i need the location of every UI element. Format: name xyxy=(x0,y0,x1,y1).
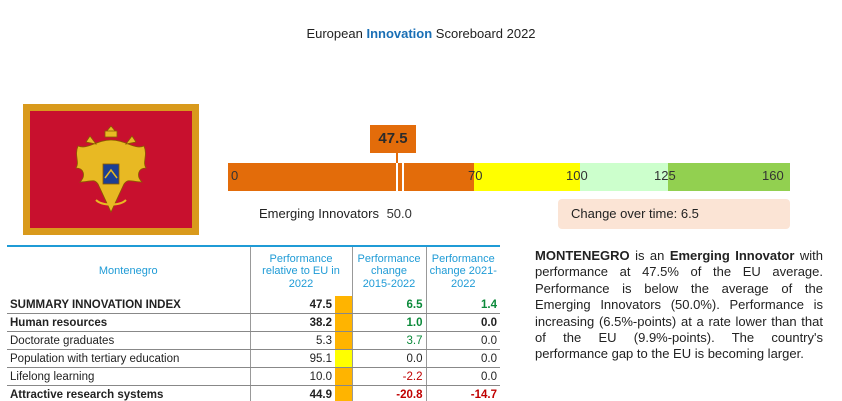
scale-label-125: 125 xyxy=(654,168,676,183)
score-badge: 47.5 xyxy=(370,125,416,153)
row-relative: 95.1 xyxy=(249,349,335,368)
row-relative: 38.2 xyxy=(249,313,335,332)
group-label: Emerging Innovators 50.0 xyxy=(259,206,412,221)
title-suffix: Scoreboard 2022 xyxy=(435,26,536,41)
coat-of-arms-icon xyxy=(75,125,147,213)
table-row: Lifelong learning 10.0 -2.2 0.0 xyxy=(7,367,500,386)
bar-segment-modest xyxy=(228,163,474,191)
scale-label-160: 160 xyxy=(762,168,784,183)
table-row: Attractive research systems 44.9 -20.8 -14.… xyxy=(7,385,500,401)
row-color-indicator xyxy=(335,385,352,401)
performance-table: Montenegro Performance relative to EU in… xyxy=(7,245,500,401)
score-marker xyxy=(396,163,398,191)
row-relative: 47.5 xyxy=(249,296,335,314)
table-country: Montenegro xyxy=(7,245,250,296)
score-pointer xyxy=(396,153,398,163)
page-title: European Innovation Scoreboard 2022 xyxy=(0,26,842,41)
header-change-2021: Performance change 2021-2022 xyxy=(425,245,500,296)
row-change-2015: 1.0 xyxy=(351,313,426,332)
row-color-fill xyxy=(335,368,352,385)
row-change-2015: -2.2 xyxy=(351,367,426,386)
row-change-2015: 0.0 xyxy=(351,349,426,368)
row-name: SUMMARY INNOVATION INDEX xyxy=(7,296,250,314)
country-description: MONTENEGRO is an Emerging Innovator with… xyxy=(535,248,823,363)
row-name: Population with tertiary education xyxy=(7,349,250,368)
row-change-2021: 0.0 xyxy=(425,331,500,350)
group-marker xyxy=(402,163,404,191)
table-row: SUMMARY INNOVATION INDEX 47.5 6.5 1.4 xyxy=(7,296,500,314)
row-color-fill xyxy=(335,386,352,401)
row-relative: 5.3 xyxy=(249,331,335,350)
row-name: Attractive research systems xyxy=(7,385,250,401)
table-row: Population with tertiary education 95.1 0.… xyxy=(7,349,500,368)
scale-label-70: 70 xyxy=(468,168,483,183)
header-change-2015: Performance change 2015-2022 xyxy=(351,245,426,296)
row-change-2015: 3.7 xyxy=(351,331,426,350)
row-name: Human resources xyxy=(7,313,250,332)
row-color-indicator xyxy=(335,349,352,368)
row-color-fill xyxy=(335,350,352,367)
row-color-indicator xyxy=(335,296,352,314)
row-change-2021: 0.0 xyxy=(425,313,500,332)
row-relative: 44.9 xyxy=(249,385,335,401)
scale-label-0: 0 xyxy=(231,168,239,183)
row-color-fill xyxy=(335,296,352,313)
desc-part2: with performance at 47.5% of the EU aver… xyxy=(535,248,823,362)
row-change-2015: -20.8 xyxy=(351,385,426,401)
row-relative: 10.0 xyxy=(249,367,335,386)
row-name: Doctorate graduates xyxy=(7,331,250,350)
group-value: 50.0 xyxy=(386,206,412,221)
desc-country: MONTENEGRO xyxy=(535,248,630,263)
desc-part1: is an xyxy=(629,248,670,263)
row-name: Lifelong learning xyxy=(7,367,250,386)
change-over-time-box: Change over time: 6.5 xyxy=(558,199,790,229)
bar-segment-moderate xyxy=(474,163,580,191)
montenegro-flag xyxy=(23,104,199,235)
scale-label-100: 100 xyxy=(566,168,588,183)
title-prefix: European xyxy=(306,26,363,41)
bar-segment-leader xyxy=(668,163,790,191)
title-highlight: Innovation xyxy=(366,26,433,41)
row-change-2015: 6.5 xyxy=(351,296,426,314)
row-change-2021: 1.4 xyxy=(425,296,500,314)
row-color-indicator xyxy=(335,313,352,332)
table-body: SUMMARY INNOVATION INDEX 47.5 6.5 1.4 Human … xyxy=(7,296,500,401)
row-color-fill xyxy=(335,314,352,331)
row-change-2021: -14.7 xyxy=(425,385,500,401)
desc-group: Emerging Innovator xyxy=(669,248,795,263)
bar-segment-strong xyxy=(580,163,668,191)
row-color-fill xyxy=(335,332,352,349)
row-change-2021: 0.0 xyxy=(425,367,500,386)
table-row: Doctorate graduates 5.3 3.7 0.0 xyxy=(7,331,500,350)
group-name: Emerging Innovators xyxy=(259,206,379,221)
row-color-indicator xyxy=(335,331,352,350)
row-color-indicator xyxy=(335,367,352,386)
header-relative: Performance relative to EU in 2022 xyxy=(249,245,352,296)
table-row: Human resources 38.2 1.0 0.0 xyxy=(7,313,500,332)
row-change-2021: 0.0 xyxy=(425,349,500,368)
